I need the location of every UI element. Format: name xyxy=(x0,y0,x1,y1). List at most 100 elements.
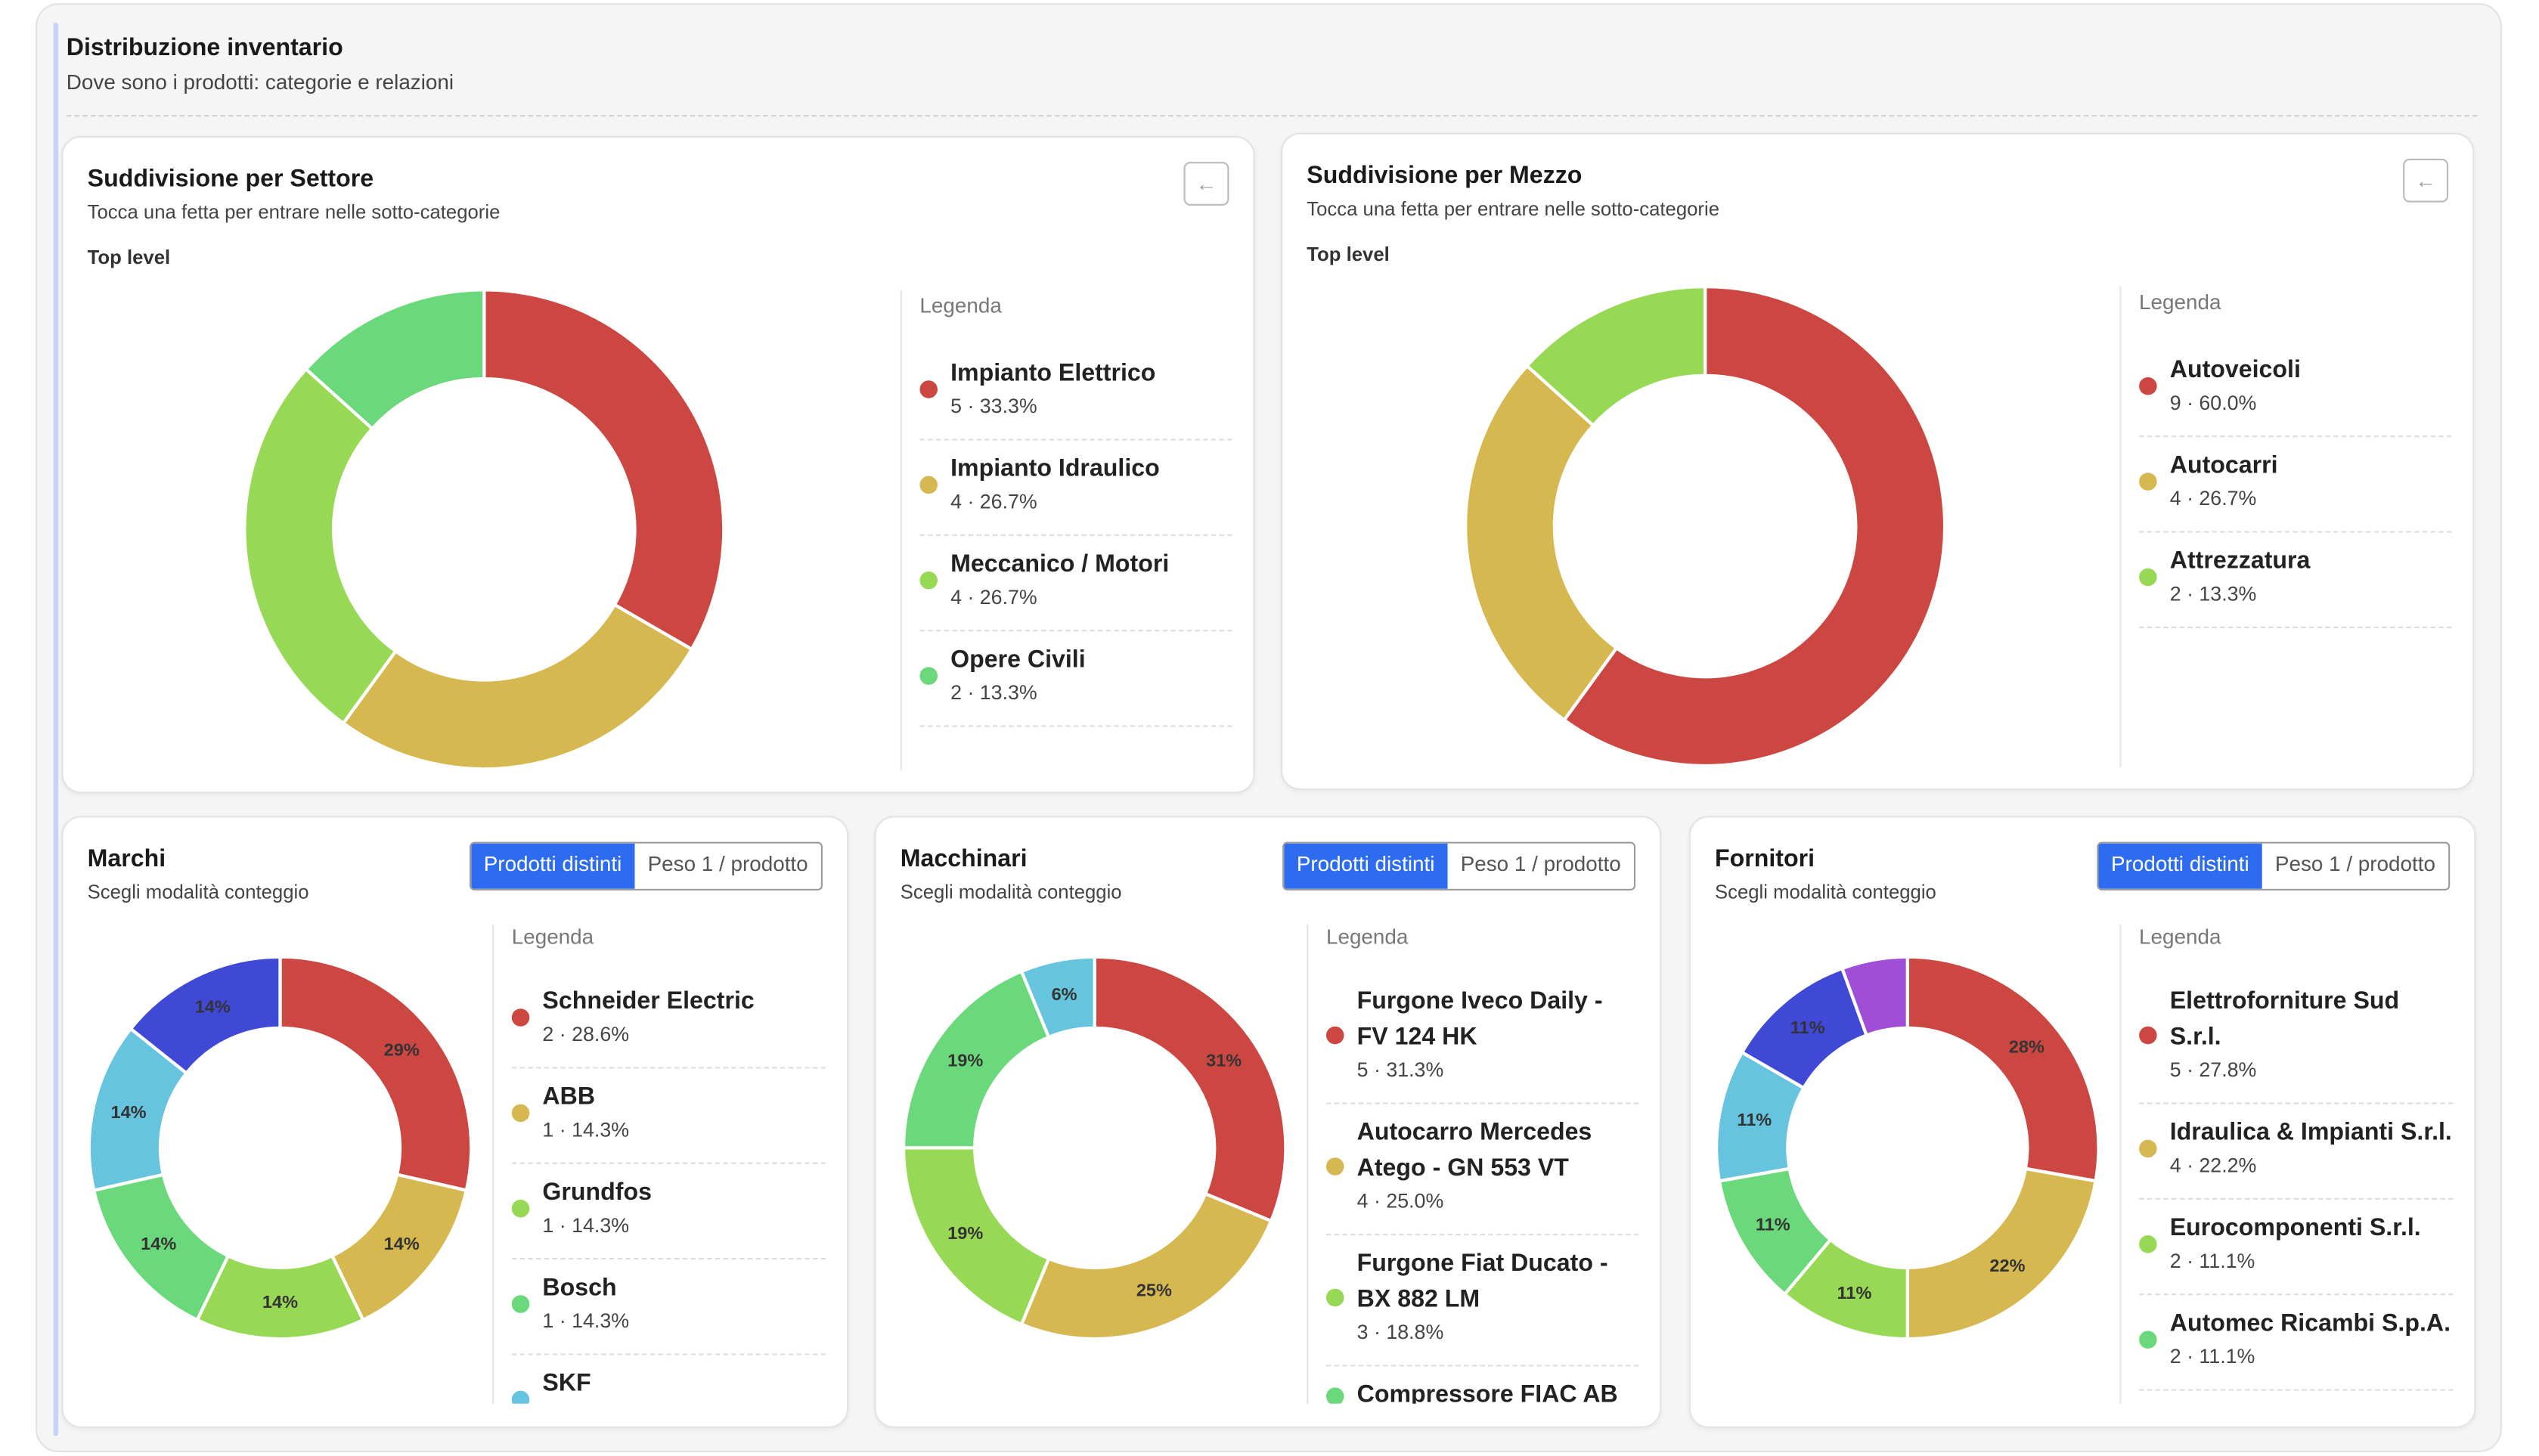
legend-dot xyxy=(511,1390,530,1404)
donut-slice[interactable] xyxy=(901,1146,1051,1327)
toggle-option[interactable]: Prodotti distinti xyxy=(470,843,635,889)
legend-item[interactable]: Impianto Idraulico 4 · 26.7% xyxy=(919,441,1232,536)
legend-item[interactable]: Elettroforniture Sud S.r.l. 5 · 27.8% xyxy=(2139,973,2454,1104)
legend-item[interactable]: SKF 1 · 14.3% xyxy=(511,1355,826,1404)
legend-item[interactable]: Compressore FIAC AB xyxy=(1325,1367,1638,1404)
chart-card: Macchinari Scegli modalità conteggio Prodo… xyxy=(874,816,1662,1428)
donut-chart: 29% 14% 14% 14% 14% 14% xyxy=(87,955,473,1341)
legend-name: Impianto Idraulico xyxy=(950,454,1160,483)
legend-text: Bosch 1 · 14.3% xyxy=(542,1271,629,1337)
legend-text: ABB 1 · 14.3% xyxy=(542,1080,629,1146)
card-title: Fornitori xyxy=(1714,844,1815,873)
legend-dot xyxy=(2139,1331,2157,1349)
legend-item[interactable]: Bosch 1 · 14.3% xyxy=(511,1259,826,1355)
donut-slice[interactable] xyxy=(901,969,1051,1150)
legend-item[interactable]: Schneider Electric 2 · 28.6% xyxy=(511,973,826,1069)
legend-value: 1 · 14.3% xyxy=(542,1118,630,1142)
legend-text: SKF 1 · 14.3% xyxy=(542,1367,629,1404)
count-toggle: Prodotti distinti Peso 1 / prodotto xyxy=(2096,841,2451,891)
donut-chart: 28% 22% 11% 11% 11% 11% xyxy=(1715,955,2100,1341)
legend-item[interactable]: Autocarri 4 · 26.7% xyxy=(2139,437,2452,533)
legend-item[interactable]: ABB 1 · 14.3% xyxy=(511,1068,826,1164)
legend-value: 5 · 31.3% xyxy=(1356,1058,1444,1082)
legend: Furgone Iveco Daily - FV 124 HK 5 · 31.3%… xyxy=(1325,973,1639,1404)
donut-slice[interactable] xyxy=(303,288,486,432)
donut-slice[interactable] xyxy=(278,955,473,1193)
legend-item[interactable]: Eurocomponenti S.r.l. 2 · 11.1% xyxy=(2139,1200,2454,1296)
legend-value: 1 · 14.3% xyxy=(542,1309,630,1333)
card-subtitle: Scegli modalità conteggio xyxy=(1714,881,1936,904)
legend-name: Attrezzatura xyxy=(2169,547,2311,575)
legend-item[interactable]: Tecnoricambi Industriali xyxy=(2139,1391,2453,1404)
toggle-option[interactable]: Peso 1 / prodotto xyxy=(2262,843,2449,889)
chart-card: Marchi Scegli modalità conteggio Prodotti … xyxy=(61,816,849,1428)
legend-item[interactable]: Impianto Elettrico 5 · 33.3% xyxy=(919,345,1232,441)
donut-slice[interactable] xyxy=(1464,363,1620,723)
legend-value: 2 · 13.3% xyxy=(2169,582,2257,606)
legend-divider xyxy=(1307,924,1309,1404)
legend-item[interactable]: Autoveicoli 9 · 60.0% xyxy=(2139,342,2452,438)
legend-text: Furgone Fiat Ducato - BX 882 LM 3 · 18.8% xyxy=(1357,1247,1639,1349)
legend-item[interactable]: Meccanico / Motori 4 · 26.7% xyxy=(919,536,1232,632)
legend-text: Automec Ricambi S.p.A. 2 · 11.1% xyxy=(2170,1306,2451,1373)
donut-slice[interactable] xyxy=(1840,955,1909,1038)
back-button[interactable]: ← xyxy=(2403,158,2449,203)
slice-label: 11% xyxy=(1837,1283,1872,1303)
legend-text: Eurocomponenti S.r.l. 2 · 11.1% xyxy=(2170,1211,2421,1278)
legend-text: Tecnoricambi Industriali xyxy=(2170,1402,2449,1404)
toggle-option[interactable]: Prodotti distinti xyxy=(2097,843,2262,889)
donut-slice[interactable] xyxy=(1905,955,2100,1183)
legend-name: Furgone Fiat Ducato - BX 882 LM xyxy=(1356,1250,1608,1313)
legend-item[interactable]: Idraulica & Impianti S.r.l. 4 · 22.2% xyxy=(2139,1104,2454,1200)
legend-item[interactable]: Furgone Fiat Ducato - BX 882 LM 3 · 18.8% xyxy=(1325,1235,1639,1367)
legend-name: Autocarro Mercedes Atego - GN 553 VT xyxy=(1356,1118,1592,1182)
legend-dot xyxy=(511,1104,530,1123)
legend-name: Automec Ricambi S.p.A. xyxy=(2169,1309,2451,1337)
toggle-option[interactable]: Prodotti distinti xyxy=(1283,843,1448,889)
legend-title: Legenda xyxy=(511,924,594,949)
slice-label: 11% xyxy=(1756,1214,1790,1234)
legend-dot xyxy=(2139,1139,2157,1158)
card-title: Marchi xyxy=(87,844,166,873)
legend-value: 9 · 60.0% xyxy=(2169,392,2257,415)
toggle-option[interactable]: Peso 1 / prodotto xyxy=(634,843,821,889)
legend-dot xyxy=(919,571,938,590)
legend-dot xyxy=(2139,472,2157,491)
donut-slice[interactable] xyxy=(1561,284,1947,768)
legend-item[interactable]: Automec Ricambi S.p.A. 2 · 11.1% xyxy=(2139,1295,2454,1391)
toggle-option[interactable]: Peso 1 / prodotto xyxy=(1447,843,1634,889)
legend-item[interactable]: Attrezzatura 2 · 13.3% xyxy=(2139,533,2452,628)
legend-text: Elettroforniture Sud S.r.l. 5 · 27.8% xyxy=(2170,984,2454,1086)
legend-name: Opere Civili xyxy=(950,646,1086,674)
legend-item[interactable]: Opere Civili 2 · 13.3% xyxy=(919,631,1232,727)
slice-label: 14% xyxy=(384,1234,420,1253)
donut-slice[interactable] xyxy=(1019,955,1096,1039)
donut-slice[interactable] xyxy=(1019,1191,1273,1341)
slice-label: 31% xyxy=(1206,1050,1242,1070)
donut-slice[interactable] xyxy=(482,288,726,652)
donut-slice[interactable] xyxy=(1093,955,1288,1223)
legend-item[interactable]: Furgone Iveco Daily - FV 124 HK 5 · 31.3% xyxy=(1325,973,1639,1104)
legend-dot xyxy=(1325,1386,1344,1404)
legend-value: 4 · 25.0% xyxy=(1356,1190,1444,1213)
level-label: Top level xyxy=(1307,243,1390,266)
legend-text: Idraulica & Impianti S.r.l. 4 · 22.2% xyxy=(2170,1116,2452,1182)
legend-divider xyxy=(2119,287,2122,768)
back-button[interactable]: ← xyxy=(1183,162,1229,206)
slice-label: 22% xyxy=(1989,1256,2025,1275)
legend-text: Grundfos 1 · 14.3% xyxy=(542,1176,652,1242)
donut-slice[interactable] xyxy=(128,955,282,1076)
donut-slice[interactable] xyxy=(1524,284,1707,428)
level-label: Top level xyxy=(87,246,171,269)
slice-label: 14% xyxy=(195,996,231,1016)
donut-slice[interactable] xyxy=(243,367,398,726)
legend-value: 5 · 27.8% xyxy=(2169,1058,2257,1082)
legend-item[interactable]: Autocarro Mercedes Atego - GN 553 VT 4 · … xyxy=(1325,1104,1639,1236)
legend-title: Legenda xyxy=(2139,290,2221,314)
legend-item[interactable]: Grundfos 1 · 14.3% xyxy=(511,1164,826,1260)
legend-title: Legenda xyxy=(2139,924,2221,949)
legend-text: Schneider Electric 2 · 28.6% xyxy=(542,984,754,1051)
legend-title: Legenda xyxy=(919,293,1002,318)
donut-slice[interactable] xyxy=(341,602,694,771)
donut-slice[interactable] xyxy=(1905,1166,2098,1341)
